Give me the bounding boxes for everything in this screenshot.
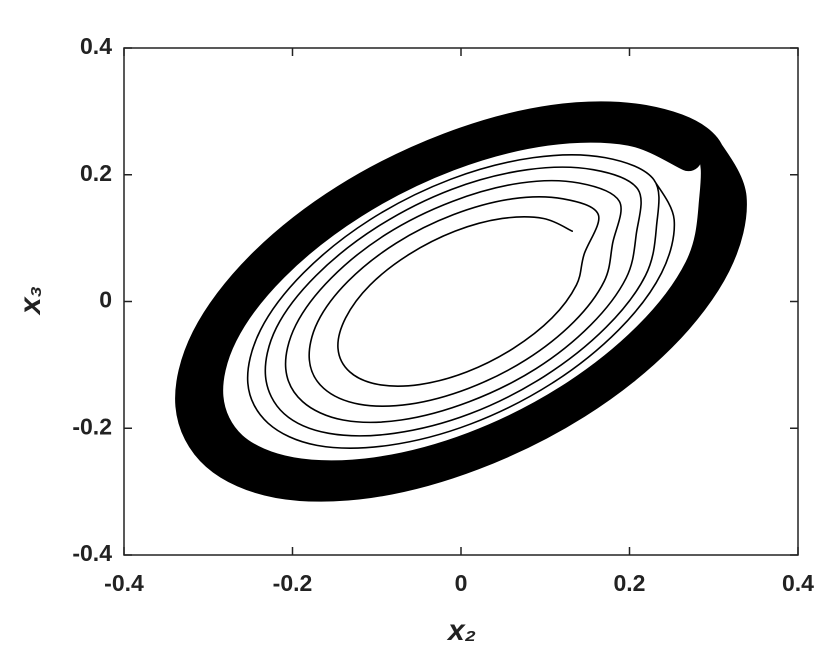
- x-tick-label: 0: [455, 570, 468, 596]
- y-axis-label: x₃: [14, 286, 47, 316]
- trajectory: [175, 101, 747, 502]
- trajectory: [246, 154, 676, 449]
- y-tick-label: 0.4: [80, 33, 112, 59]
- x-tick-label: 0.4: [782, 570, 814, 596]
- x-tick-label: -0.2: [273, 570, 313, 596]
- plot-area: [175, 101, 747, 502]
- y-tick-label: -0.2: [72, 413, 112, 439]
- x-tick-label: -0.4: [104, 570, 144, 596]
- y-tick-label: 0.2: [80, 160, 112, 186]
- y-tick-label: -0.4: [72, 540, 112, 566]
- y-tick-label: 0: [99, 287, 112, 313]
- x-axis-label: x₂: [446, 614, 476, 647]
- x-tick-label: 0.2: [614, 570, 646, 596]
